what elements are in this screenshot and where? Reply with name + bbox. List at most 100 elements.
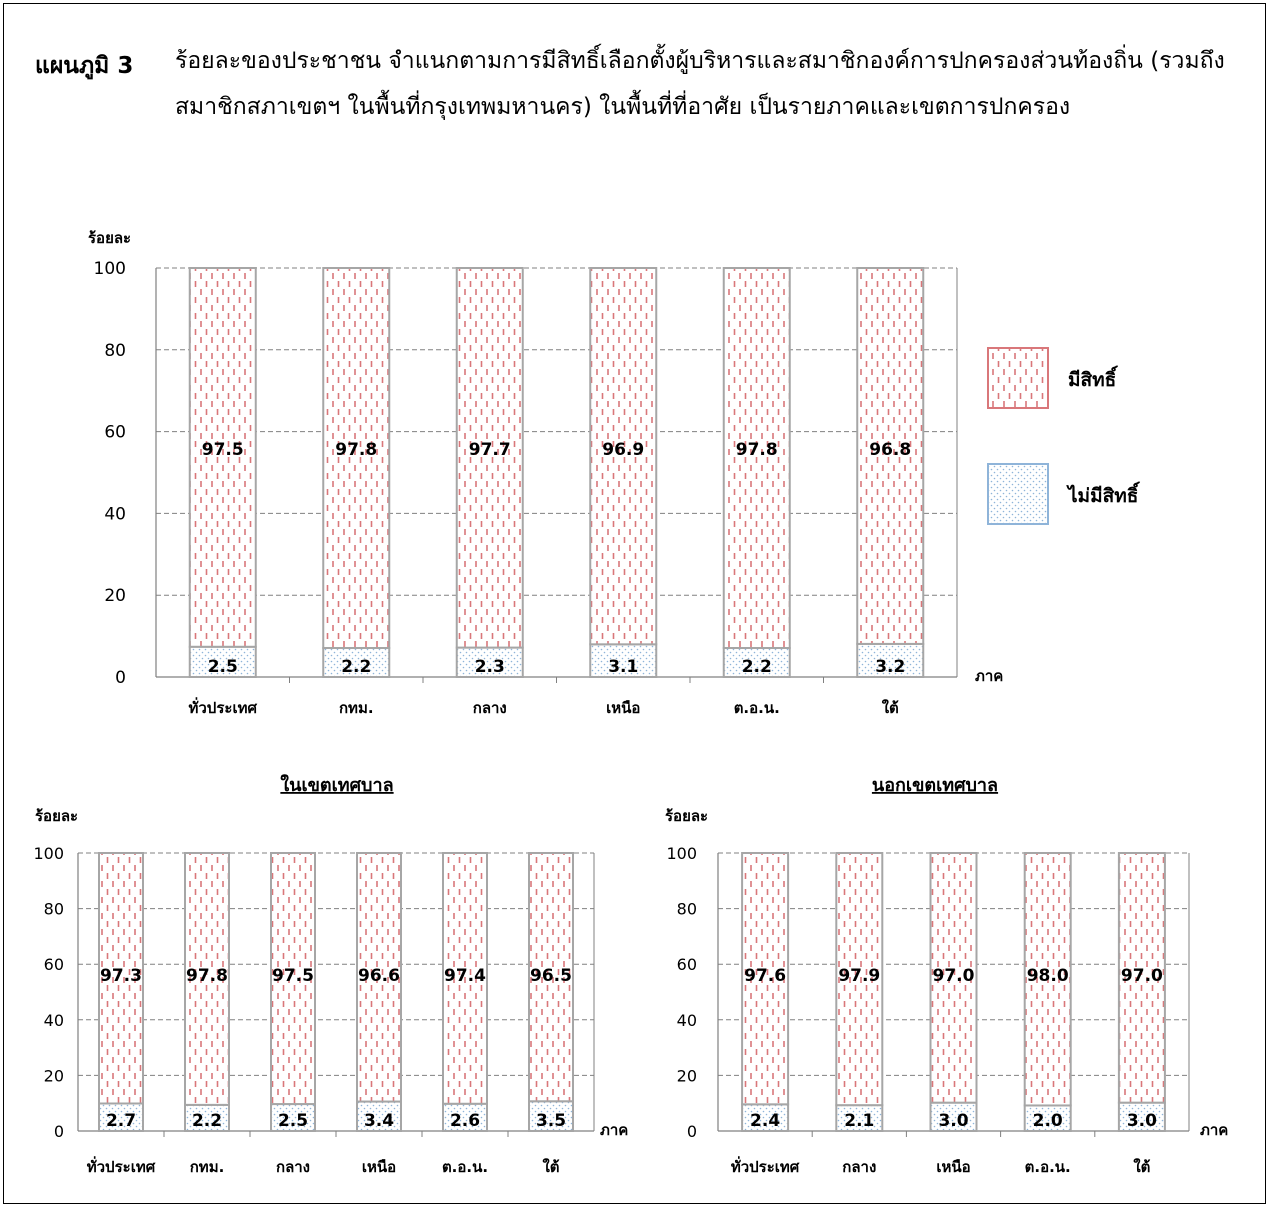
legend: มีสิทธิ์ไม่มีสิทธิ์	[987, 347, 1140, 525]
y-tick-label: 100	[94, 259, 126, 279]
bar-has-right	[528, 852, 574, 1103]
data-label-no-right: 2.7	[106, 1111, 136, 1131]
data-label-no-right: 3.0	[1127, 1111, 1157, 1131]
data-label-has-right: 97.8	[736, 440, 778, 460]
x-tick-label: เหนือ	[362, 1158, 396, 1176]
bar-no-right	[528, 1100, 574, 1133]
bar-no-right	[1023, 1104, 1072, 1132]
x-tick-label: ทั่วประเทศ	[189, 697, 258, 717]
bar-has-right	[741, 852, 790, 1106]
x-tick-label: กทม.	[190, 1158, 225, 1176]
bar-no-right	[356, 1100, 402, 1132]
x-tick-label: ใต้	[882, 699, 899, 717]
y-tick-label: 80	[44, 900, 64, 919]
data-label-no-right: 3.1	[608, 657, 638, 677]
bar-has-right	[1117, 852, 1166, 1104]
y-tick-label: 60	[104, 423, 126, 443]
y-tick-label: 100	[33, 844, 64, 863]
data-label-has-right: 96.6	[358, 966, 400, 986]
data-label-no-right: 3.5	[536, 1111, 566, 1131]
bar-no-right	[929, 1101, 978, 1133]
bar-has-right	[1023, 852, 1072, 1107]
y-axis-label: ร้อยละ	[665, 807, 708, 825]
data-label-no-right: 2.5	[278, 1111, 308, 1131]
data-label-no-right: 3.4	[364, 1111, 394, 1131]
bar-has-right	[322, 267, 391, 650]
y-tick-label: 100	[666, 844, 697, 863]
y-tick-label: 0	[54, 1122, 64, 1141]
data-label-has-right: 97.6	[744, 966, 786, 986]
x-tick-label: กลาง	[473, 699, 507, 717]
y-tick-label: 0	[687, 1122, 697, 1141]
y-tick-label: 40	[104, 504, 126, 524]
figure-label: แผนภูมิ 3	[35, 53, 134, 79]
bar-has-right	[835, 852, 884, 1107]
data-label-no-right: 2.2	[341, 657, 371, 677]
y-tick-label: 20	[104, 586, 126, 606]
bar-has-right	[722, 267, 791, 650]
legend-swatch	[987, 463, 1049, 525]
x-tick-label: ต.อ.น.	[442, 1158, 488, 1176]
y-tick-label: 80	[104, 341, 126, 361]
data-label-has-right: 97.9	[838, 966, 880, 986]
bar-no-right	[835, 1104, 884, 1132]
bar-no-right	[98, 1102, 144, 1133]
y-axis-label: ร้อยละ	[88, 229, 131, 247]
x-tick-label: กทม.	[339, 699, 374, 717]
data-label-has-right: 97.3	[100, 966, 142, 986]
x-tick-label: ต.อ.น.	[734, 699, 780, 717]
bar-has-right	[929, 852, 978, 1104]
data-label-has-right: 97.0	[933, 966, 975, 986]
y-tick-label: 80	[677, 900, 697, 919]
data-label-has-right: 97.8	[335, 440, 377, 460]
data-label-has-right: 98.0	[1027, 966, 1069, 986]
bar-has-right	[188, 267, 257, 648]
x-tick-label: ทั่วประเทศ	[87, 1156, 156, 1176]
data-label-no-right: 3.0	[938, 1111, 968, 1131]
x-tick-label: ทั่วประเทศ	[731, 1156, 800, 1176]
y-tick-label: 40	[677, 1011, 697, 1030]
bar-no-right	[442, 1102, 488, 1132]
data-label-has-right: 97.5	[272, 966, 314, 986]
data-label-has-right: 97.4	[444, 966, 486, 986]
bar-has-right	[98, 852, 144, 1105]
x-tick-label: กลาง	[276, 1158, 310, 1176]
x-tick-label: ต.อ.น.	[1025, 1158, 1071, 1176]
bar-no-right	[722, 647, 791, 679]
x-axis-label: ภาค	[600, 1121, 628, 1139]
data-label-has-right: 97.5	[202, 440, 244, 460]
y-axis-label: ร้อยละ	[35, 807, 78, 825]
data-label-has-right: 96.8	[869, 440, 911, 460]
data-label-no-right: 2.5	[208, 657, 238, 677]
x-axis-label: ภาค	[975, 667, 1003, 685]
data-label-no-right: 2.3	[475, 657, 505, 677]
data-label-no-right: 2.2	[192, 1111, 222, 1131]
y-tick-label: 20	[677, 1066, 697, 1085]
bar-has-right	[442, 852, 488, 1105]
bar-has-right	[270, 852, 316, 1106]
x-tick-label: กลาง	[842, 1158, 876, 1176]
x-tick-label: เหนือ	[936, 1158, 970, 1176]
x-tick-label: เหนือ	[606, 699, 640, 717]
bar-no-right	[188, 645, 257, 679]
legend-swatch	[987, 347, 1049, 409]
data-label-has-right: 97.7	[469, 440, 511, 460]
y-tick-label: 60	[44, 955, 64, 974]
data-label-has-right: 97.0	[1121, 966, 1163, 986]
bar-no-right	[455, 646, 524, 679]
bar-no-right	[741, 1103, 790, 1133]
legend-label: มีสิทธิ์	[1068, 365, 1118, 391]
bar-has-right	[356, 852, 402, 1103]
figure-caption: ร้อยละของประชาชน จำแนกตามการมีสิทธิ์เลือ…	[175, 48, 1225, 120]
data-label-has-right: 97.8	[186, 966, 228, 986]
data-label-no-right: 2.1	[844, 1111, 874, 1131]
data-label-no-right: 2.6	[450, 1111, 480, 1131]
data-label-no-right: 2.4	[750, 1111, 780, 1131]
y-tick-label: 20	[44, 1066, 64, 1085]
data-label-has-right: 96.5	[530, 966, 572, 986]
bar-has-right	[184, 852, 230, 1106]
chart-title: นอกเขตเทศบาล	[872, 775, 998, 796]
data-label-no-right: 3.2	[875, 657, 905, 677]
